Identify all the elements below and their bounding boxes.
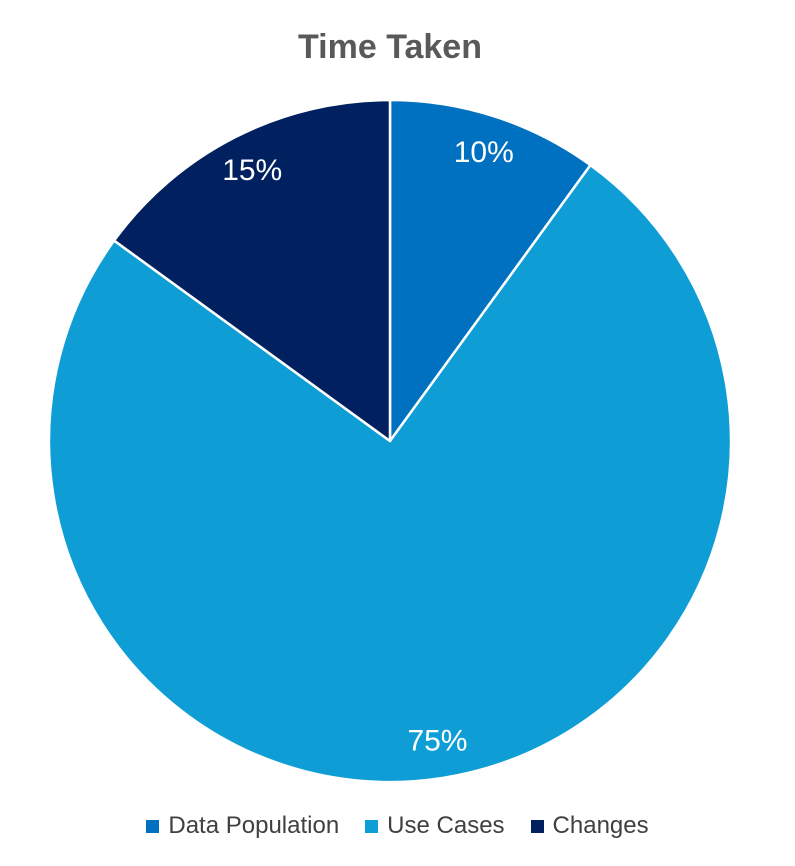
pie-slices [47,98,733,784]
legend-item-data-population[interactable]: Data Population [146,812,339,840]
legend-label-use-cases: Use Cases [387,812,505,839]
legend-swatch-use-cases [365,819,379,833]
chart-legend: Data Population Use Cases Changes [0,812,795,840]
legend-swatch-data-population [146,819,160,833]
legend-item-use-cases[interactable]: Use Cases [365,812,505,840]
data-label-changes: 15% [222,154,282,187]
pie-slice-data-population[interactable] [388,98,592,443]
data-label-data-population: 10% [454,136,514,169]
legend-swatch-changes [530,819,544,833]
pie-slice-use-cases[interactable] [47,163,733,784]
legend-item-changes[interactable]: Changes [530,812,649,840]
pie-slice-changes[interactable] [112,98,392,443]
data-label-use-cases: 75% [407,724,467,757]
legend-label-data-population: Data Population [168,812,340,839]
legend-label-changes: Changes [552,812,649,839]
pie-data-labels: 10% 75% 15% [222,136,514,757]
chart-title: Time Taken [298,28,482,66]
